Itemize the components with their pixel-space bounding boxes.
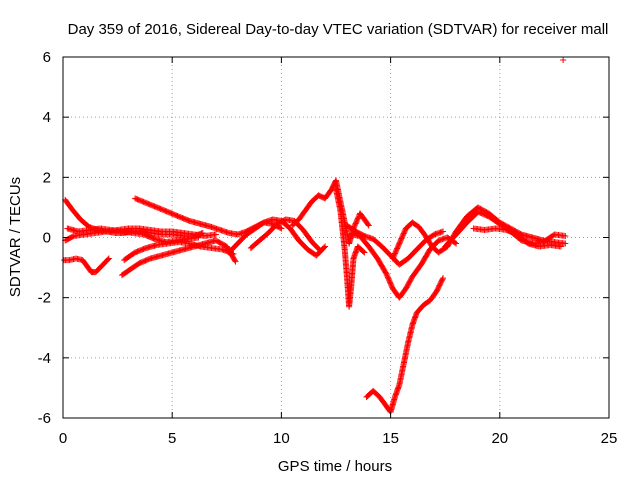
y-tick-label: -6 — [38, 410, 51, 427]
data-point — [560, 57, 567, 64]
y-tick-label: 6 — [43, 49, 51, 66]
series-track-12 — [348, 231, 460, 301]
data-point — [360, 248, 367, 255]
data-point — [401, 227, 408, 234]
x-tick-label: 20 — [491, 430, 508, 447]
data-point — [396, 240, 403, 247]
series-track-18 — [560, 57, 567, 64]
data-point — [439, 276, 446, 283]
data-point — [278, 225, 285, 232]
data-point — [398, 235, 405, 242]
data-point — [397, 238, 404, 245]
series-track-2 — [61, 255, 112, 276]
data-point — [384, 274, 391, 281]
y-tick-label: -4 — [38, 350, 51, 367]
data-point — [562, 240, 569, 247]
data-point — [231, 257, 238, 264]
data-point — [393, 246, 400, 253]
data-point — [353, 219, 360, 226]
data-point — [387, 280, 394, 287]
data-point — [386, 278, 393, 285]
data-point — [364, 221, 371, 228]
data-point — [354, 215, 361, 222]
data-point — [104, 256, 111, 263]
data-point — [399, 232, 406, 239]
data-point — [232, 258, 239, 265]
data-point — [353, 217, 360, 224]
data-point — [385, 275, 392, 282]
y-axis-label: SDTVAR / TECUs — [7, 177, 24, 297]
data-point — [400, 231, 407, 238]
data-point — [440, 275, 447, 282]
x-tick-label: 5 — [168, 430, 176, 447]
data-point — [391, 251, 398, 258]
data-point — [354, 216, 361, 223]
data-point — [365, 222, 372, 229]
data-point — [352, 221, 359, 228]
data-point — [388, 283, 395, 290]
data-point — [557, 243, 564, 250]
y-tick-label: 4 — [43, 109, 51, 126]
data-point — [352, 220, 359, 227]
series-track-16 — [470, 225, 564, 250]
data-point — [397, 236, 404, 243]
data-point — [230, 251, 237, 258]
series-track-11 — [333, 186, 368, 310]
data-point — [562, 232, 569, 239]
data-point — [195, 234, 202, 241]
data-point — [390, 254, 397, 261]
series-track-7 — [64, 225, 202, 246]
data-point — [317, 248, 324, 255]
data-point — [393, 248, 400, 255]
data-point — [391, 250, 398, 257]
data-point — [361, 249, 368, 256]
grid-lines — [63, 57, 609, 418]
data-point — [383, 270, 390, 277]
y-tick-label: 0 — [43, 230, 51, 247]
data-point — [387, 279, 394, 286]
data-point — [401, 229, 408, 236]
data-point — [392, 249, 399, 256]
x-tick-label: 10 — [273, 430, 290, 447]
data-point — [105, 255, 112, 262]
chart-title: Day 359 of 2016, Sidereal Day-to-day VTE… — [68, 21, 609, 38]
x-axis: 0 5 10 15 20 25 — [59, 57, 618, 447]
data-point — [394, 245, 401, 252]
data-point — [388, 281, 395, 288]
y-tick-label: 2 — [43, 169, 51, 186]
data-point — [395, 243, 402, 250]
data-point — [396, 239, 403, 246]
y-axis: -6 -4 -2 0 2 4 6 — [38, 49, 609, 427]
y-tick-label: -2 — [38, 290, 51, 307]
x-axis-label: GPS time / hours — [278, 458, 392, 475]
series-track-17 — [363, 275, 447, 415]
data-point — [400, 230, 407, 237]
series-track-15 — [442, 208, 569, 250]
data-points — [61, 57, 569, 415]
data-point — [277, 224, 284, 231]
x-tick-label: 0 — [59, 430, 67, 447]
x-tick-label: 25 — [601, 430, 618, 447]
data-point — [389, 255, 396, 262]
data-point — [384, 273, 391, 280]
data-point — [440, 228, 447, 235]
data-point — [390, 253, 397, 260]
data-point — [399, 234, 406, 241]
data-point — [385, 276, 392, 283]
data-point — [395, 241, 402, 248]
data-point — [212, 231, 219, 238]
x-tick-label: 15 — [382, 430, 399, 447]
data-point — [452, 239, 459, 246]
data-point — [322, 243, 329, 250]
data-point — [321, 244, 328, 251]
data-point — [453, 240, 460, 247]
data-point — [394, 244, 401, 251]
data-point — [383, 271, 390, 278]
data-point — [316, 247, 323, 254]
